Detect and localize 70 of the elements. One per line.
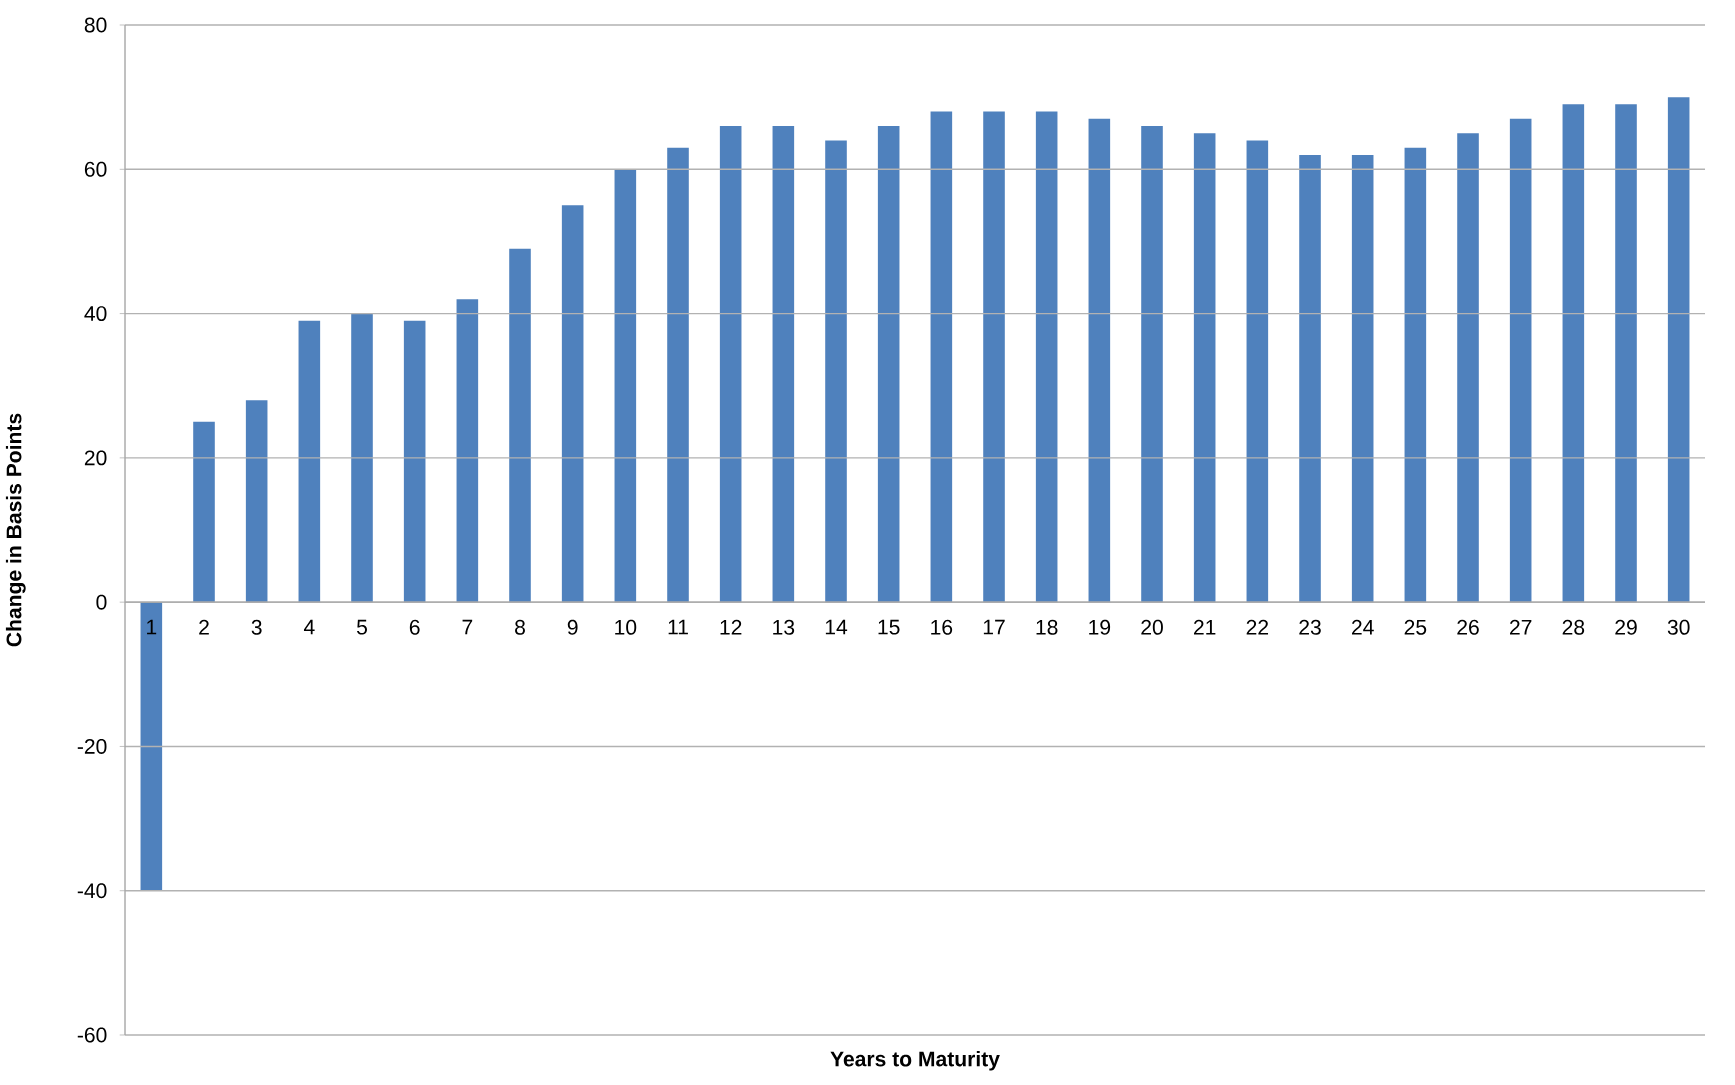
y-tick-label: -20 <box>77 738 107 754</box>
x-tick-label: 14 <box>825 619 848 635</box>
x-tick-label: 2 <box>199 619 209 635</box>
bar <box>772 126 795 603</box>
y-tick-label: -40 <box>77 883 107 899</box>
x-tick-label: 30 <box>1667 619 1690 635</box>
bar <box>561 205 584 603</box>
x-tick-label: 4 <box>303 619 315 635</box>
bar <box>825 140 847 603</box>
x-tick-label: 26 <box>1457 619 1479 635</box>
x-tick-label: 12 <box>720 619 742 635</box>
y-tick-label: -60 <box>77 1027 107 1043</box>
bar <box>193 421 215 603</box>
x-tick-label: 9 <box>567 619 578 635</box>
x-tick-label: 1 <box>147 619 157 635</box>
bar <box>509 248 531 603</box>
bar <box>1088 118 1111 603</box>
bar <box>1141 126 1163 603</box>
bar <box>930 111 953 603</box>
bar <box>1457 133 1479 603</box>
x-tick-label: 15 <box>878 619 900 635</box>
x-tick-label: 6 <box>409 619 420 635</box>
bar <box>140 602 163 891</box>
bar <box>1035 111 1058 603</box>
y-tick-label: 80 <box>84 17 107 33</box>
x-tick-label: 17 <box>983 619 1005 635</box>
x-tick-label: 29 <box>1615 619 1637 635</box>
y-tick-label: 40 <box>84 306 107 322</box>
bar <box>877 126 900 603</box>
bar <box>351 313 373 603</box>
bar <box>1404 147 1427 603</box>
bar <box>298 320 321 603</box>
bar <box>245 400 268 603</box>
x-tick-label: 27 <box>1510 619 1532 635</box>
x-tick-label: 23 <box>1299 619 1321 635</box>
bar <box>1509 118 1532 603</box>
x-tick-label: 18 <box>1036 619 1058 635</box>
bar <box>403 320 426 603</box>
x-tick-label: 20 <box>1141 619 1163 635</box>
x-tick-label: 8 <box>515 619 525 635</box>
x-tick-label: 13 <box>773 619 795 635</box>
bar <box>1615 104 1637 603</box>
bar <box>983 111 1005 603</box>
bar <box>456 299 479 603</box>
x-tick-label: 16 <box>931 619 953 635</box>
bar <box>1667 97 1690 603</box>
bar <box>1562 104 1585 603</box>
y-tick-label: 0 <box>96 594 107 610</box>
bar <box>1299 154 1321 603</box>
bar <box>1193 133 1216 603</box>
y-tick-label: 60 <box>84 161 107 177</box>
bar <box>719 126 742 603</box>
x-tick-label: 7 <box>462 619 473 635</box>
x-tick-label: 5 <box>356 619 367 635</box>
bar <box>667 147 689 603</box>
bar <box>614 169 637 603</box>
x-tick-label: 19 <box>1089 619 1111 635</box>
x-tick-label: 24 <box>1352 619 1374 635</box>
x-tick-label: 3 <box>251 619 262 635</box>
x-axis-title: Years to Maturity <box>830 1050 1000 1071</box>
y-axis-title: Change in Basis Points <box>5 413 26 647</box>
x-tick-label: 28 <box>1562 619 1585 635</box>
x-tick-label: 25 <box>1404 619 1427 635</box>
x-tick-label: 11 <box>668 619 688 635</box>
x-tick-label: 22 <box>1246 619 1269 635</box>
y-tick-label: 20 <box>84 450 107 466</box>
bar <box>1351 154 1374 603</box>
bar <box>1246 140 1269 603</box>
x-tick-label: 10 <box>615 619 637 635</box>
x-tick-label: 21 <box>1193 619 1216 635</box>
